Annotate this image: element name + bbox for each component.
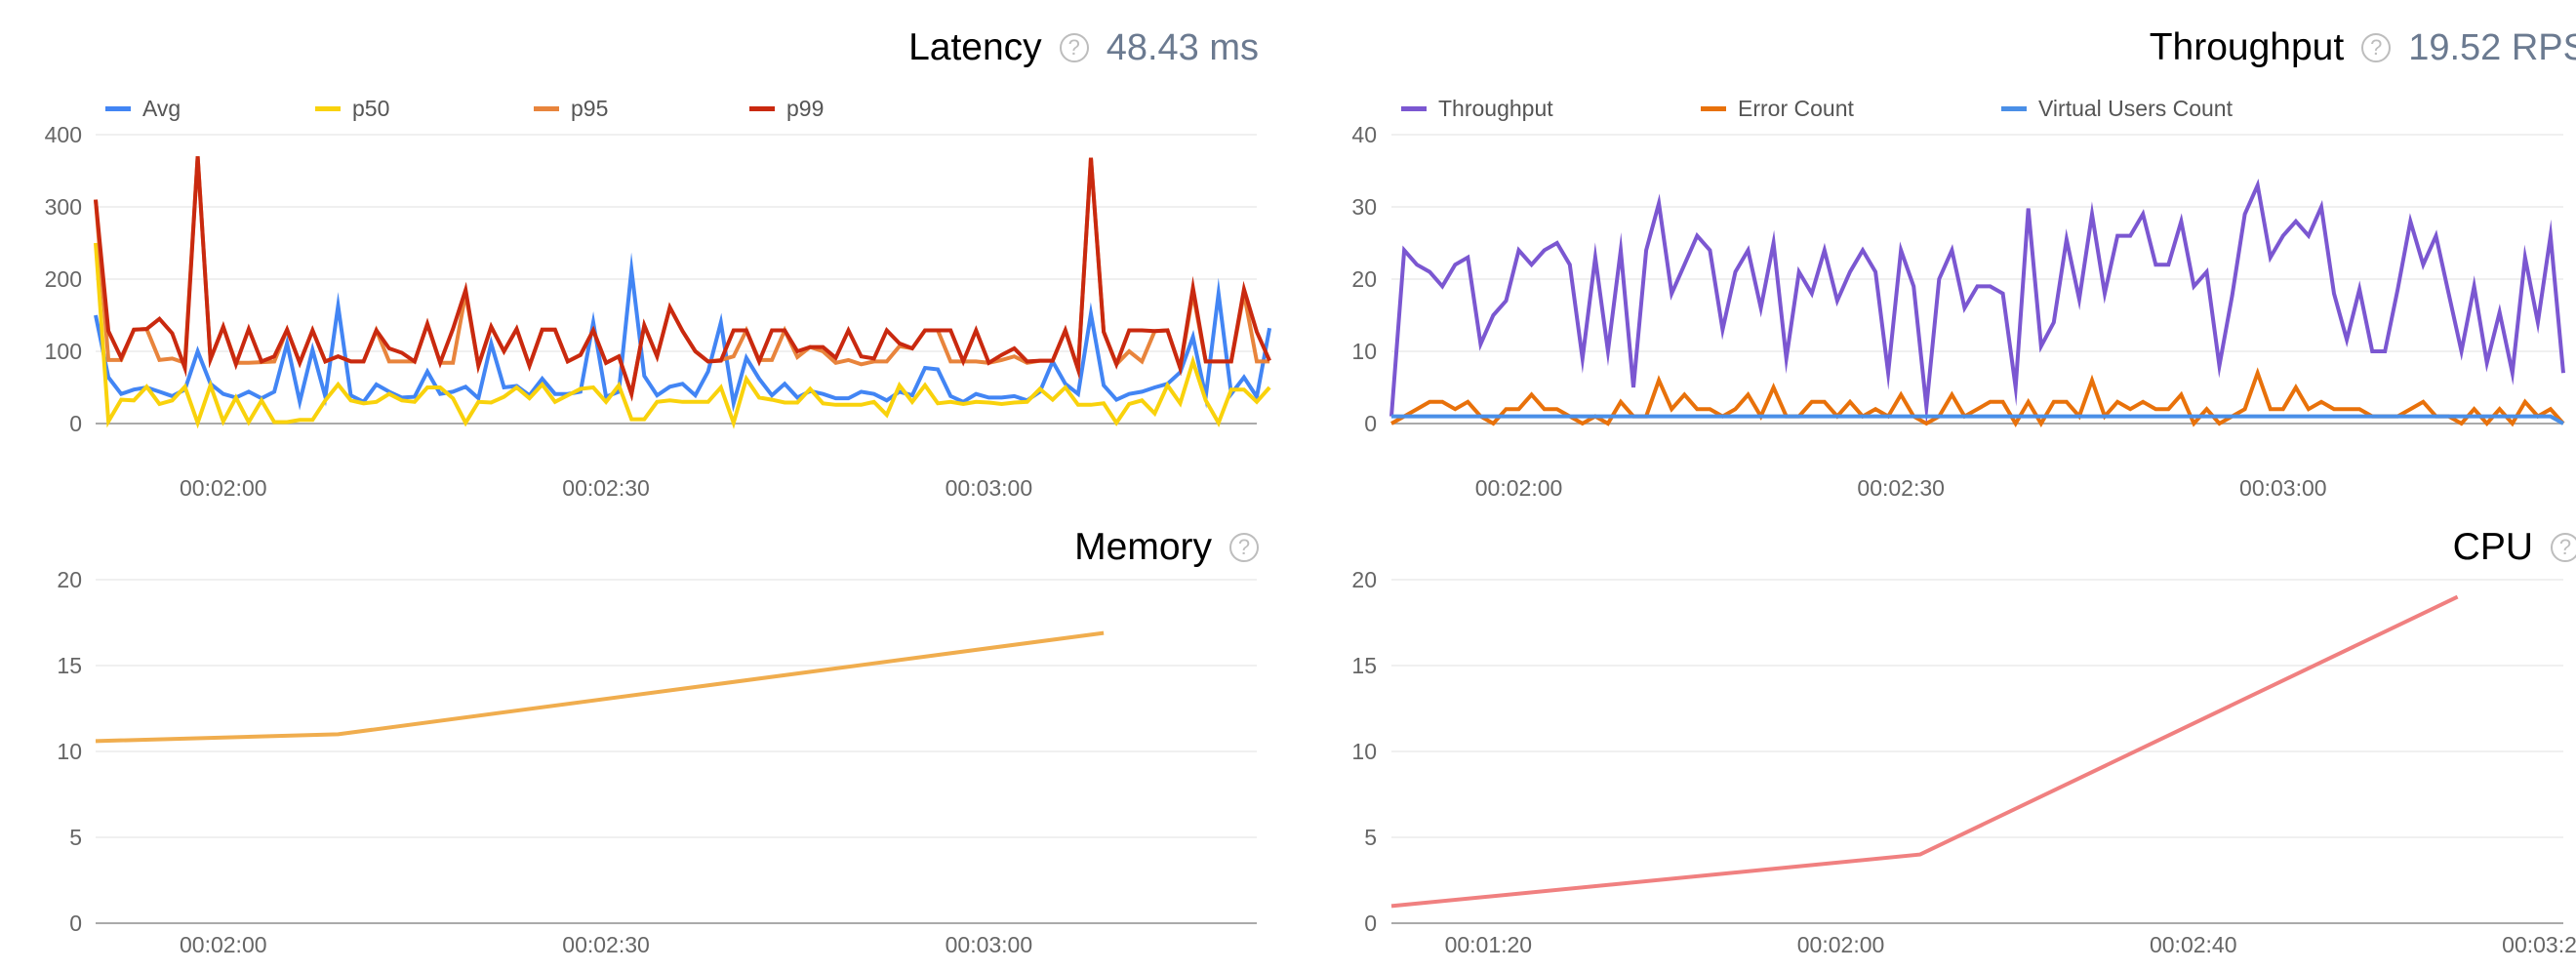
throughput-chart: 0 10 20 30 40 00:02:00 00:02:30 00:03:00 — [1351, 122, 2565, 501]
throughput-series-error-count-line — [1390, 367, 2565, 427]
latency-series-avg-line — [94, 252, 1272, 413]
y-tick-label: 5 — [69, 825, 82, 850]
y-tick-label: 0 — [1364, 411, 1377, 436]
latency-title: Latency — [908, 26, 1042, 68]
latency-series-p99-line — [94, 156, 1271, 402]
y-tick-label: 40 — [1351, 122, 1377, 147]
cpu-header: CPU ? — [2453, 526, 2576, 569]
memory-title: Memory — [1074, 526, 1212, 568]
legend-swatch — [1701, 106, 1726, 111]
legend-label: Avg — [142, 96, 181, 121]
y-tick-label: 200 — [45, 266, 82, 292]
y-tick-label: 10 — [1351, 739, 1377, 764]
legend-swatch — [534, 106, 559, 111]
legend-label: Virtual Users Count — [2038, 96, 2233, 121]
legend-item-p95[interactable]: p95 — [534, 96, 608, 122]
legend-label: p95 — [571, 96, 609, 121]
x-tick-label: 00:02:00 — [1475, 475, 1563, 501]
y-tick-label: 400 — [45, 122, 82, 147]
y-tick-label: 15 — [1351, 653, 1377, 678]
y-tick-label: 300 — [45, 194, 82, 220]
x-tick-label: 00:01:20 — [1445, 932, 1533, 957]
legend-item-virtual-users[interactable]: Virtual Users Count — [2001, 96, 2233, 122]
x-tick-label: 00:02:40 — [2150, 932, 2237, 957]
question-circle-icon[interactable]: ? — [2361, 33, 2392, 62]
latency-chart: 0 100 200 300 400 00:02:00 00:02:30 00:03:00 — [45, 122, 1272, 501]
x-tick-label: 00:02:00 — [180, 932, 267, 957]
throughput-series-virtual-users-count-line — [1391, 414, 2564, 425]
legend-item-p99[interactable]: p99 — [749, 96, 824, 122]
y-tick-label: 20 — [57, 567, 82, 592]
x-tick-label: 00:02:00 — [1797, 932, 1885, 957]
throughput-title: Throughput — [2149, 26, 2345, 68]
x-tick-label: 00:03:20 — [2502, 932, 2576, 957]
legend-label: Error Count — [1738, 96, 1854, 121]
y-tick-label: 10 — [57, 739, 82, 764]
cpu-series-0-line — [1390, 594, 2459, 909]
x-tick-label: 00:02:30 — [1857, 475, 1945, 501]
question-circle-icon[interactable]: ? — [1059, 33, 1089, 62]
legend-item-avg[interactable]: Avg — [105, 96, 181, 122]
y-tick-label: 0 — [69, 411, 82, 436]
x-tick-label: 00:03:00 — [946, 475, 1033, 501]
cpu-title: CPU — [2452, 526, 2533, 568]
memory-chart: 0 5 10 15 20 00:02:00 00:02:30 00:03:00 — [57, 567, 1257, 957]
memory-header: Memory ? — [1074, 526, 1259, 569]
cpu-chart: 0 5 10 15 20 00:01:20 00:02:00 00:02:40 00:03:20 — [1351, 567, 2576, 957]
y-tick-label: 20 — [1351, 567, 1377, 592]
x-tick-label: 00:02:30 — [562, 932, 650, 957]
latency-value: 48.43 ms — [1106, 26, 1259, 68]
y-tick-label: 5 — [1364, 825, 1377, 850]
throughput-series-throughput-line — [1389, 178, 2565, 426]
y-tick-label: 20 — [1351, 266, 1377, 292]
latency-series-p50-line — [94, 242, 1271, 429]
y-tick-label: 0 — [1364, 911, 1377, 936]
legend-label: p99 — [786, 96, 825, 121]
x-tick-label: 00:03:00 — [2239, 475, 2327, 501]
y-tick-label: 10 — [1351, 339, 1377, 364]
legend-swatch — [315, 106, 341, 111]
legend-label: p50 — [352, 96, 390, 121]
x-tick-label: 00:03:00 — [946, 932, 1033, 957]
y-tick-label: 100 — [45, 339, 82, 364]
legend-item-p50[interactable]: p50 — [315, 96, 389, 122]
question-circle-icon[interactable]: ? — [1229, 533, 1259, 562]
legend-label: Throughput — [1438, 96, 1553, 121]
x-tick-label: 00:02:30 — [562, 475, 650, 501]
y-tick-label: 0 — [69, 911, 82, 936]
y-tick-label: 15 — [57, 653, 82, 678]
memory-series-0-line — [95, 630, 1105, 744]
latency-header: Latency ? 48.43 ms — [908, 26, 1259, 69]
x-tick-label: 00:02:00 — [180, 475, 267, 501]
legend-item-error-count[interactable]: Error Count — [1701, 96, 1854, 122]
legend-swatch — [2001, 106, 2027, 111]
question-circle-icon[interactable]: ? — [2551, 533, 2576, 562]
legend-item-throughput[interactable]: Throughput — [1401, 96, 1553, 122]
throughput-value: 19.52 RPS — [2408, 26, 2576, 68]
y-tick-label: 30 — [1351, 194, 1377, 220]
legend-swatch — [1401, 106, 1427, 111]
legend-swatch — [105, 106, 131, 111]
legend-swatch — [749, 106, 775, 111]
throughput-header: Throughput ? 19.52 RPS — [2150, 26, 2576, 69]
